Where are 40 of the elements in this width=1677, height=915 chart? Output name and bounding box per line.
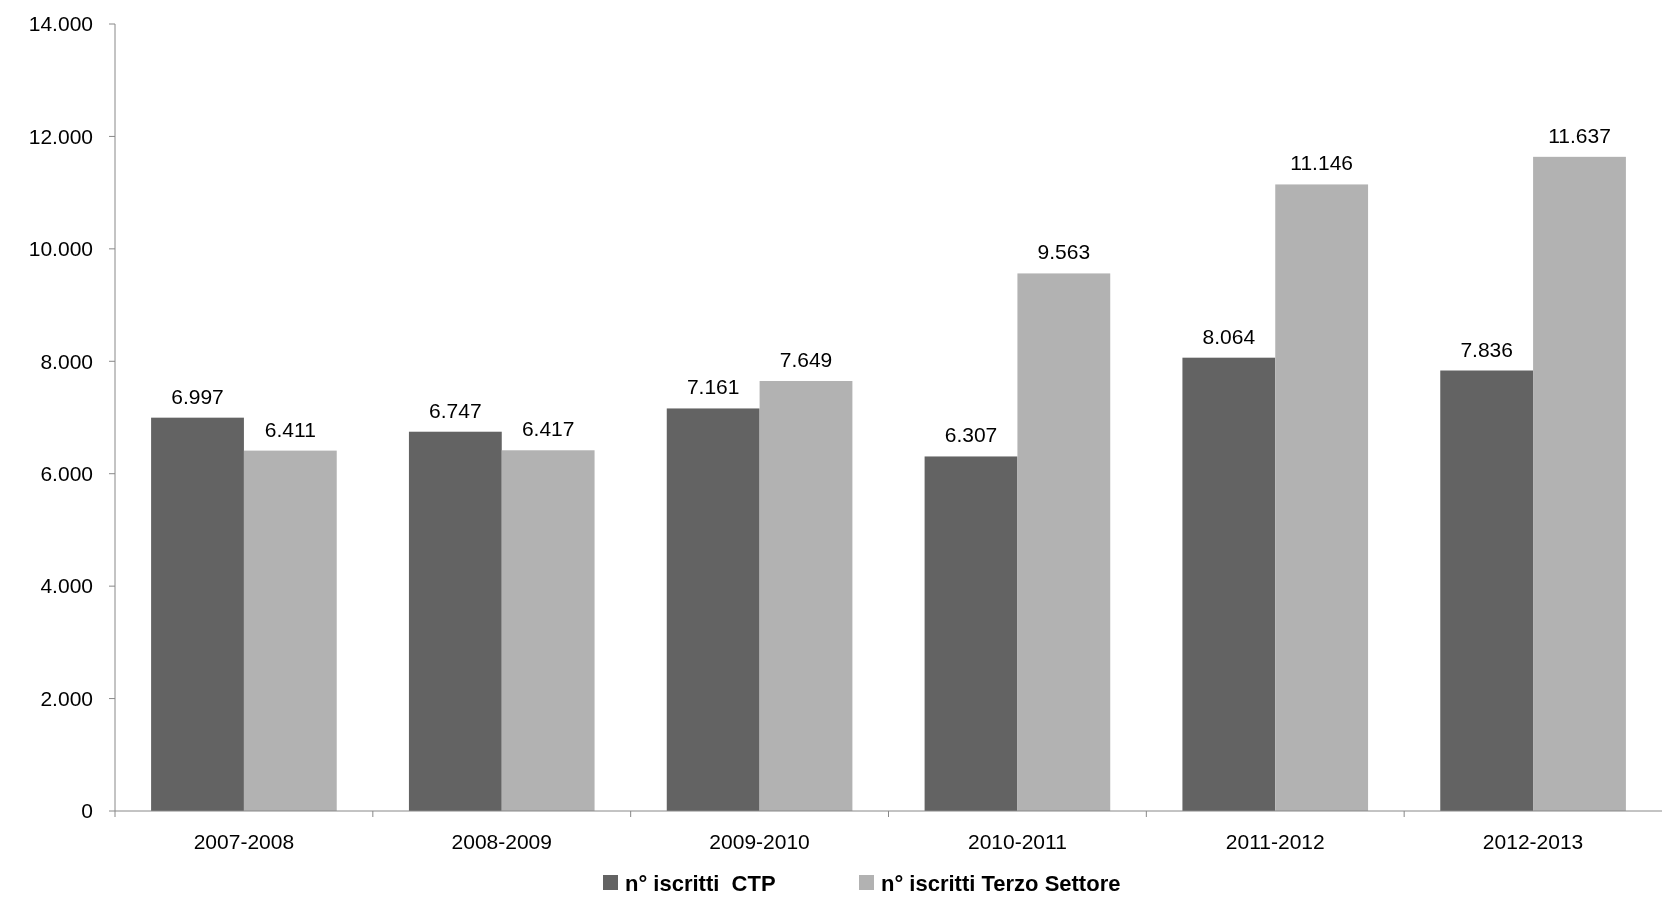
bar xyxy=(924,456,1018,811)
y-tick-label: 2.000 xyxy=(40,686,93,710)
bar xyxy=(1440,370,1534,811)
bar xyxy=(501,450,595,811)
legend-label: n° iscritti CTP xyxy=(625,870,776,896)
bar xyxy=(243,450,337,811)
bar xyxy=(1017,273,1111,811)
y-tick-label: 4.000 xyxy=(40,574,93,598)
data-label: 6.411 xyxy=(264,417,316,441)
data-label: 6.747 xyxy=(429,398,482,422)
bar xyxy=(1533,156,1626,811)
data-label: 11.637 xyxy=(1548,123,1611,147)
bar xyxy=(759,381,853,811)
data-label: 9.563 xyxy=(1037,240,1091,264)
y-tick-label: 8.000 xyxy=(40,349,93,373)
x-tick-label: 2011-2012 xyxy=(1225,830,1325,853)
x-tick-label: 2012-2013 xyxy=(1482,830,1584,853)
bar xyxy=(1182,357,1276,811)
bar xyxy=(666,408,760,811)
y-tick-label: 6.000 xyxy=(40,462,93,486)
data-label: 6.417 xyxy=(521,417,575,441)
data-label: 6.997 xyxy=(171,384,224,408)
data-label: 8.064 xyxy=(1202,324,1256,348)
y-tick-label: 0 xyxy=(81,799,93,823)
bar xyxy=(1275,184,1369,811)
x-tick-label: 2007-2008 xyxy=(193,830,295,853)
x-tick-label: 2009-2010 xyxy=(709,830,810,853)
x-tick-label: 2010-2011 xyxy=(967,830,1067,853)
bar xyxy=(408,431,502,811)
data-label: 6.307 xyxy=(944,423,998,447)
data-label: 7.649 xyxy=(779,348,833,372)
bar xyxy=(151,417,244,811)
data-label: 7.161 xyxy=(686,375,740,399)
x-tick-label: 2008-2009 xyxy=(451,830,552,853)
y-tick-label: 14.000 xyxy=(28,12,93,36)
data-label: 11.146 xyxy=(1290,151,1353,175)
data-label: 7.836 xyxy=(1460,337,1513,361)
legend-label: n° iscritti Terzo Settore xyxy=(881,870,1121,896)
y-tick-label: 10.000 xyxy=(28,237,93,261)
y-tick-label: 12.000 xyxy=(28,124,93,148)
